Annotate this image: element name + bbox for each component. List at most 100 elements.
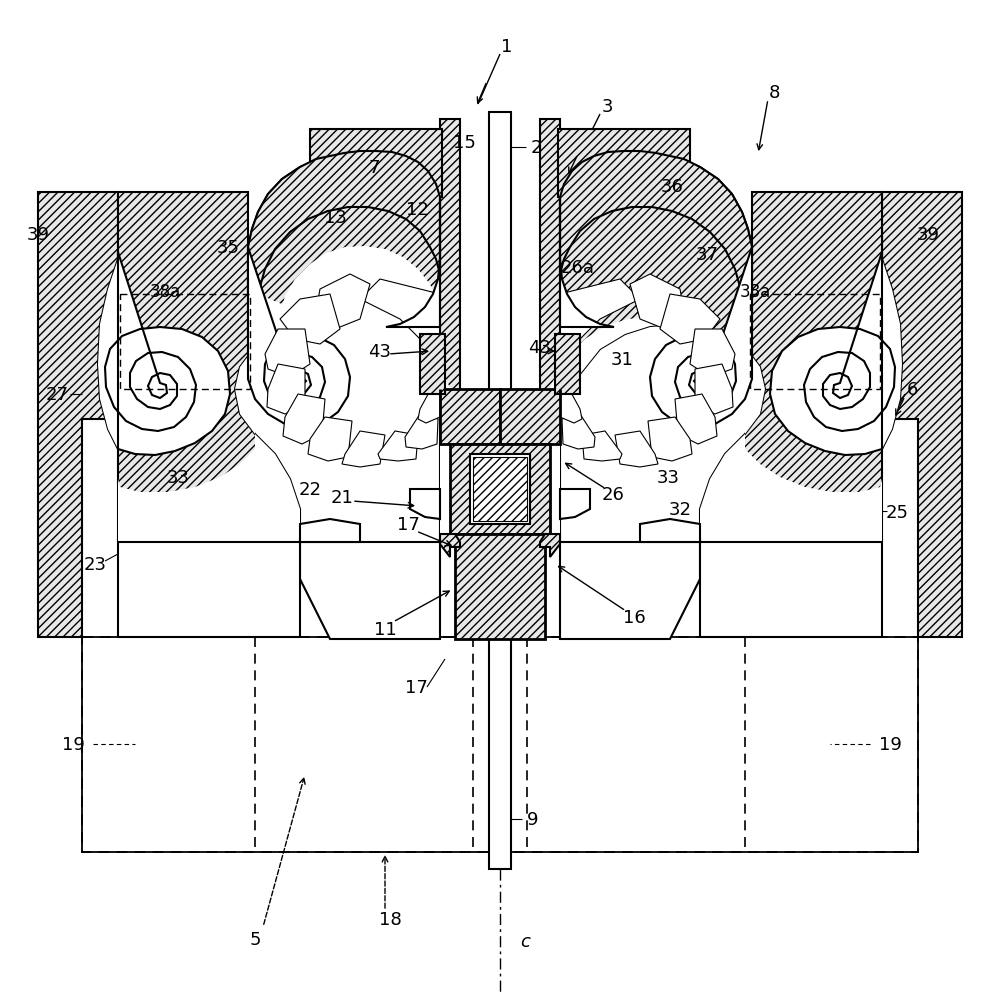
Text: 39: 39 (916, 226, 940, 244)
Polygon shape (560, 388, 582, 423)
Polygon shape (308, 417, 352, 461)
Polygon shape (267, 365, 305, 414)
Polygon shape (418, 388, 440, 423)
Bar (310, 130, 442, 198)
Bar (82, 637, 918, 852)
Polygon shape (540, 259, 902, 543)
Text: 3: 3 (601, 97, 613, 116)
Polygon shape (248, 247, 438, 461)
Text: 18: 18 (379, 911, 401, 928)
Text: c: c (520, 932, 530, 950)
Polygon shape (424, 350, 440, 385)
Polygon shape (882, 193, 962, 637)
Polygon shape (648, 417, 692, 461)
Bar (450, 444, 550, 535)
Polygon shape (300, 540, 440, 639)
Polygon shape (360, 279, 440, 340)
Polygon shape (248, 152, 440, 294)
Polygon shape (118, 543, 300, 637)
Text: 31: 31 (611, 351, 633, 369)
Bar (420, 335, 445, 395)
Text: 38a: 38a (149, 282, 181, 301)
Text: 7: 7 (368, 159, 380, 177)
Text: 36: 36 (661, 178, 683, 196)
Text: 5: 5 (249, 930, 261, 948)
Polygon shape (560, 350, 576, 385)
Polygon shape (540, 535, 560, 558)
Polygon shape (560, 279, 640, 340)
Polygon shape (540, 120, 902, 543)
Polygon shape (105, 252, 230, 455)
Text: 25: 25 (886, 504, 908, 522)
Text: 2: 2 (530, 139, 542, 157)
Polygon shape (342, 431, 385, 467)
Bar (500, 390, 560, 444)
Text: 35: 35 (217, 239, 240, 256)
Text: 13: 13 (324, 209, 346, 227)
Text: 22: 22 (299, 480, 322, 499)
Bar (750, 294, 880, 390)
Polygon shape (650, 248, 752, 427)
Bar (555, 335, 580, 395)
Polygon shape (38, 193, 118, 637)
Polygon shape (640, 520, 700, 543)
Polygon shape (630, 274, 685, 330)
Text: 15: 15 (453, 134, 475, 152)
Text: 23: 23 (84, 556, 107, 574)
Text: 27: 27 (46, 386, 69, 404)
Polygon shape (700, 543, 882, 637)
Polygon shape (283, 395, 325, 444)
Text: 8: 8 (768, 83, 780, 102)
Polygon shape (562, 414, 595, 449)
Text: 12: 12 (406, 201, 428, 219)
Polygon shape (560, 540, 700, 639)
Text: 17: 17 (397, 516, 419, 534)
Text: 26a: 26a (561, 258, 595, 276)
Text: 1: 1 (501, 38, 513, 56)
Bar (489, 113, 511, 869)
Polygon shape (405, 414, 438, 449)
Bar (473, 457, 527, 522)
Polygon shape (560, 489, 590, 520)
Polygon shape (660, 294, 720, 345)
Polygon shape (386, 198, 440, 328)
Bar (470, 454, 530, 525)
Polygon shape (315, 274, 370, 330)
Text: 38a: 38a (739, 282, 771, 301)
Polygon shape (280, 294, 340, 345)
Text: 9: 9 (527, 810, 539, 828)
Polygon shape (675, 395, 717, 444)
Text: 11: 11 (374, 620, 396, 638)
Text: 33: 33 (656, 468, 680, 486)
Text: 19: 19 (879, 736, 901, 753)
Polygon shape (615, 431, 658, 467)
Bar (120, 294, 250, 390)
Bar (455, 535, 545, 639)
Polygon shape (410, 489, 440, 520)
Bar (82, 637, 918, 852)
Polygon shape (560, 152, 752, 294)
Polygon shape (695, 365, 733, 414)
Polygon shape (300, 520, 360, 543)
Polygon shape (770, 252, 895, 455)
Polygon shape (98, 259, 460, 543)
Text: 43: 43 (528, 339, 552, 357)
Polygon shape (560, 198, 614, 328)
Text: 21: 21 (331, 488, 353, 507)
Polygon shape (690, 330, 735, 378)
Text: 16: 16 (623, 608, 645, 626)
Text: 19: 19 (62, 736, 84, 753)
Text: 17: 17 (405, 678, 427, 697)
Bar (440, 390, 500, 444)
Text: 43: 43 (369, 343, 392, 361)
Text: 39: 39 (27, 226, 50, 244)
Polygon shape (265, 330, 310, 378)
Text: 6: 6 (906, 381, 918, 399)
Text: 26: 26 (602, 485, 624, 504)
Bar (558, 130, 690, 198)
Polygon shape (98, 120, 460, 543)
Text: 33: 33 (167, 468, 190, 486)
Text: 37: 37 (696, 246, 718, 263)
Polygon shape (378, 431, 418, 461)
Polygon shape (440, 535, 460, 558)
